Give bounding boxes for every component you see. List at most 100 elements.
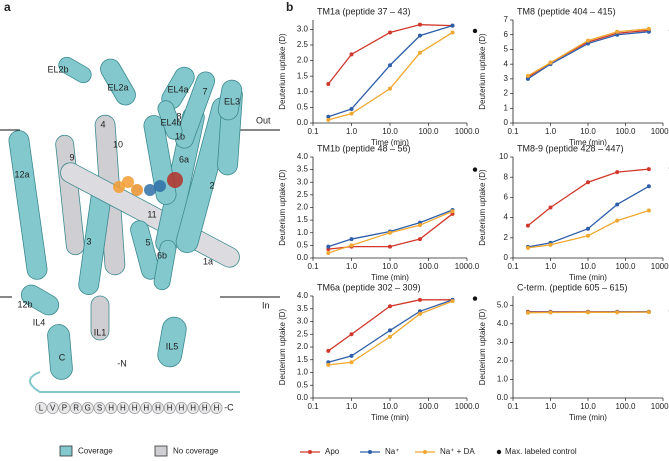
y-tick-label: 7 [504, 15, 509, 24]
data-point [388, 334, 392, 339]
helix [8, 130, 48, 280]
structure-label: 12a [14, 169, 29, 179]
data-point [388, 30, 392, 35]
y-tick-label: 3.0 [297, 24, 309, 33]
ion [131, 184, 143, 196]
ion [144, 184, 156, 196]
x-tick-label: 1000.0 [455, 402, 480, 411]
structure-label: EL4b [160, 117, 181, 127]
data-point [548, 242, 553, 247]
helix [157, 316, 187, 368]
membrane-label: In [262, 300, 270, 310]
y-tick-label: 0.5 [297, 240, 309, 249]
data-point [388, 304, 392, 309]
data-point [388, 86, 392, 91]
x-tick-label: 0.1 [507, 127, 519, 136]
legend-marker [368, 450, 372, 454]
structure-label: 11 [147, 209, 156, 219]
structure-label: -N [117, 358, 127, 368]
y-tick-label: 2.5 [297, 329, 309, 338]
data-point [450, 299, 455, 304]
x-tick-label: 100.0 [615, 262, 636, 271]
residue-letter: H [108, 404, 114, 413]
series-line [527, 28, 649, 77]
data-point [349, 52, 354, 57]
x-axis-label: Time (min) [569, 413, 607, 422]
y-tick-label: 0.0 [297, 253, 309, 262]
x-tick-label: 1000.0 [455, 262, 480, 271]
y-tick-label: 0.0 [297, 393, 309, 402]
x-tick-label: 1.0 [545, 262, 557, 271]
residue [58, 402, 71, 414]
panel-label: a [4, 0, 11, 14]
data-point [525, 245, 530, 250]
data-point [646, 26, 651, 31]
y-tick-label: 1.5 [297, 71, 309, 80]
x-tick-label: 0.1 [507, 262, 519, 271]
y-tick-label: 1.5 [297, 215, 309, 224]
helix [153, 239, 177, 291]
data-point [450, 209, 455, 214]
data-point [525, 76, 530, 81]
series-line [328, 300, 453, 366]
data-point [615, 202, 620, 207]
structure-label: 10 [113, 139, 123, 149]
y-tick-label: 2.5 [297, 40, 309, 49]
y-tick-label: 0 [504, 253, 509, 262]
residue [152, 402, 164, 414]
legend-label: Na⁺ [385, 447, 399, 456]
y-tick-label: 1 [504, 103, 509, 112]
y-axis-label: Deuterium uptake (D) [278, 169, 287, 246]
data-point [525, 223, 530, 228]
ion [113, 181, 125, 193]
residue-letter: H [143, 404, 149, 413]
data-point [349, 111, 354, 116]
x-tick-label: 100.0 [418, 262, 439, 271]
residue [187, 402, 200, 414]
residue-letter: G [85, 404, 91, 413]
y-tick-label: 2 [504, 233, 509, 242]
y-tick-label: 0.5 [297, 380, 309, 389]
data-point [586, 180, 590, 185]
y-tick-label: 0.0 [497, 393, 509, 402]
data-point [349, 106, 354, 111]
legend-label: Coverage [78, 447, 113, 456]
loop [29, 371, 240, 393]
data-point [586, 233, 590, 238]
y-tick-label: 6 [504, 193, 509, 202]
residue-letter: H [155, 404, 161, 413]
data-point [349, 332, 354, 337]
y-tick-label: 4.0 [297, 152, 309, 161]
x-tick-label: 10.0 [580, 402, 596, 411]
y-tick-label: 2.0 [297, 342, 309, 351]
data-point [586, 226, 590, 231]
residue-letter: H [132, 404, 138, 413]
legend-label: Max. labeled control [505, 447, 577, 456]
helix [90, 295, 110, 341]
data-point [586, 41, 590, 46]
x-tick-label: 0.1 [307, 127, 319, 136]
y-tick-label: 0.5 [297, 103, 309, 112]
data-point [349, 360, 354, 365]
y-tick-label: 1.5 [297, 355, 309, 364]
structure-label: IL5 [166, 341, 179, 351]
series-line [328, 31, 453, 121]
data-point [586, 38, 590, 43]
data-point [417, 311, 422, 316]
data-point [646, 184, 651, 189]
residue [105, 402, 118, 414]
data-point [615, 170, 620, 175]
residue-letter: H [167, 404, 173, 413]
x-tick-label: 1000.0 [651, 262, 669, 271]
residue [175, 402, 188, 414]
residue-letter: R [73, 404, 79, 413]
helix [100, 58, 136, 106]
data-point [326, 348, 331, 353]
helix [20, 284, 60, 316]
data-point [615, 310, 620, 315]
structure-label: 6a [179, 154, 189, 164]
residue-letter: H [179, 404, 185, 413]
y-tick-label: 4.0 [297, 291, 309, 300]
max-control-marker [472, 28, 478, 34]
structure-label: 9 [69, 152, 74, 162]
